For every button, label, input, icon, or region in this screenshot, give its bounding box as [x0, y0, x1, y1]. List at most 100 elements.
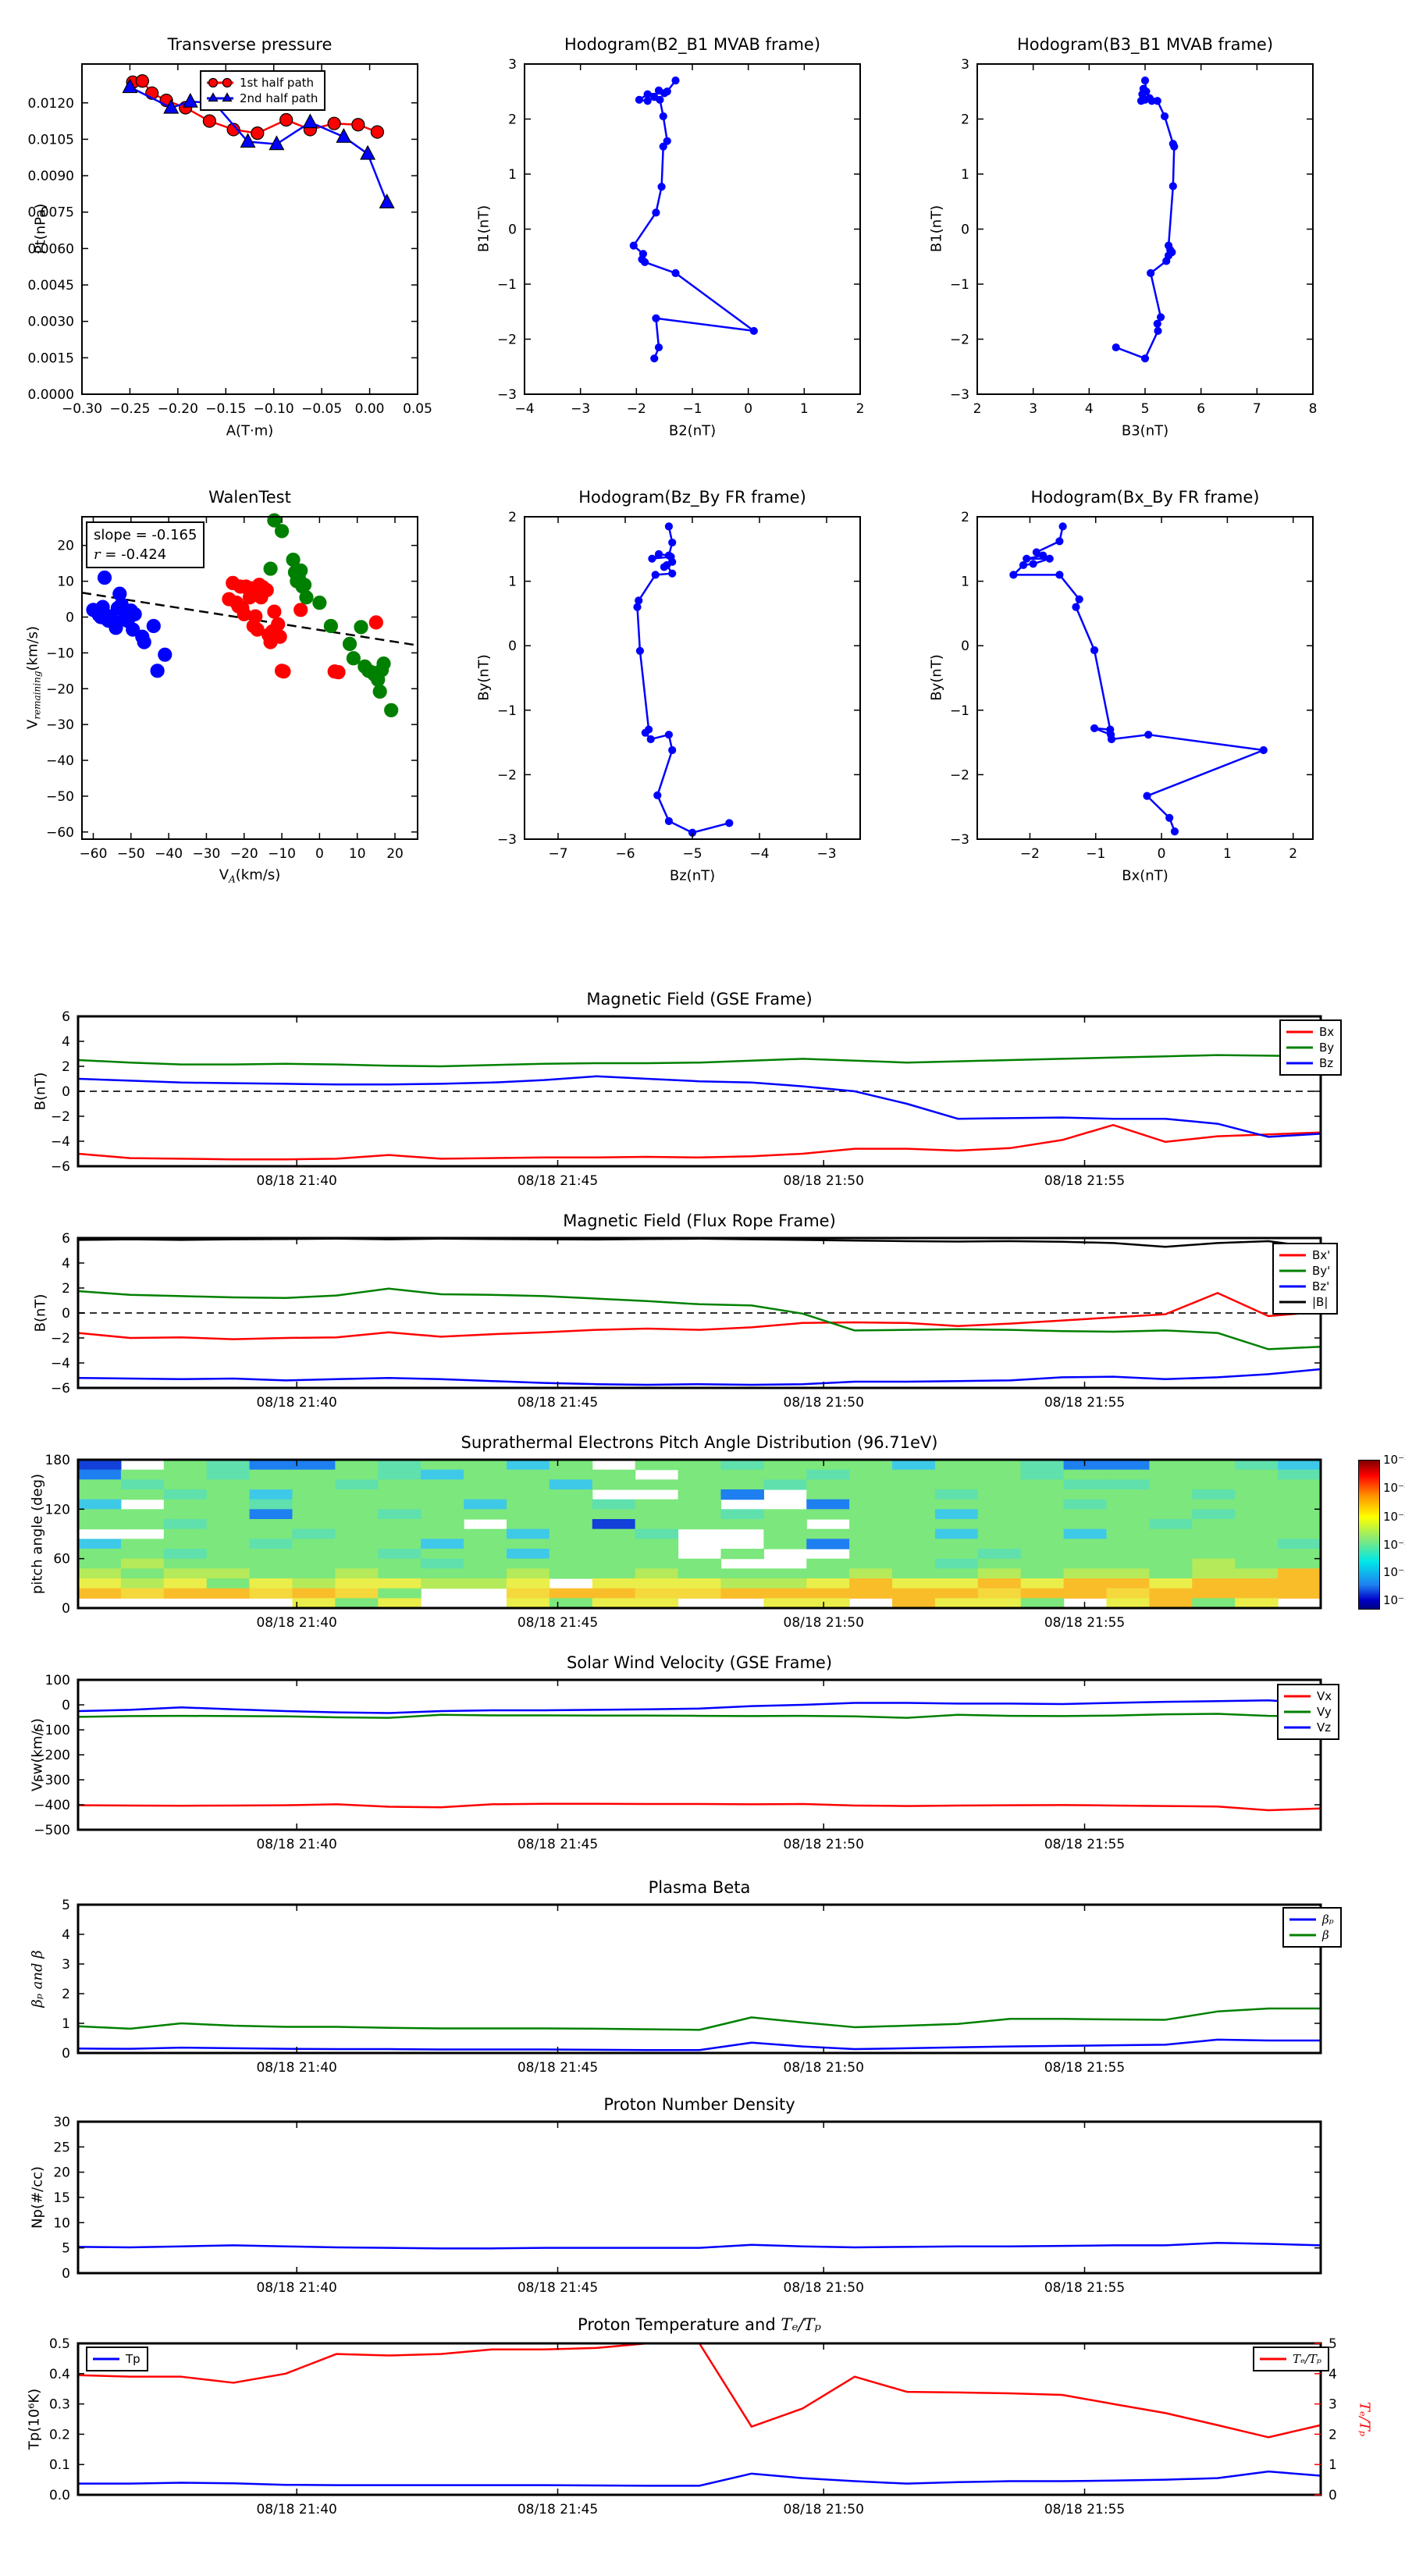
svg-text:08/18 21:40: 08/18 21:40 [256, 2280, 336, 2296]
svg-text:−4: −4 [51, 1134, 70, 1150]
svg-text:1: 1 [961, 575, 969, 590]
svg-text:−50: −50 [117, 846, 145, 862]
svg-text:5: 5 [1329, 2336, 1337, 2352]
y-axis-label-by: By(nT) [475, 654, 493, 701]
svg-text:10: 10 [349, 846, 366, 862]
svg-text:−4: −4 [51, 1356, 70, 1372]
svg-text:08/18 21:45: 08/18 21:45 [518, 2060, 598, 2076]
svg-text:3: 3 [508, 57, 517, 73]
beta-legend: βₚ β [1282, 1907, 1342, 1948]
svg-text:0: 0 [508, 639, 517, 654]
pad-colorbar-labels: 10⁻²⁶10⁻²⁷10⁻²⁸10⁻²⁹10⁻³⁰10⁻³¹ [1383, 1453, 1405, 1607]
svg-text:−1: −1 [1086, 846, 1105, 862]
svg-text:6: 6 [1197, 401, 1205, 417]
svg-text:4: 4 [62, 1034, 70, 1050]
svg-text:4: 4 [62, 1927, 70, 1943]
svg-text:−200: −200 [34, 1748, 70, 1763]
y-axis-label-vremaining: Vremaining(km/s) [25, 626, 43, 729]
svg-text:0.0105: 0.0105 [28, 132, 74, 148]
y-axis-label-bfr: B(nT) [32, 1293, 49, 1332]
svg-text:08/18 21:55: 08/18 21:55 [1044, 1615, 1125, 1631]
svg-text:0: 0 [744, 401, 752, 417]
svg-text:08/18 21:50: 08/18 21:50 [784, 2060, 864, 2076]
svg-text:6: 6 [62, 1009, 70, 1025]
velocity-legend: Vx Vy Vz [1277, 1684, 1340, 1740]
vremaining-units: (km/s) [24, 626, 41, 671]
svg-text:−3: −3 [497, 387, 517, 403]
svg-text:0.0030: 0.0030 [28, 315, 74, 330]
svg-text:0.2: 0.2 [49, 2427, 70, 2443]
svg-text:08/18 21:55: 08/18 21:55 [1044, 2060, 1125, 2076]
svg-text:−0.20: −0.20 [158, 401, 198, 417]
svg-text:−0.10: −0.10 [254, 401, 294, 417]
svg-text:08/18 21:50: 08/18 21:50 [784, 2502, 864, 2517]
hodogram-bzby-plot: −7 −6 −5 −4 −3 −3 −2 −1 0 1 2 [497, 510, 861, 862]
svg-text:−400: −400 [34, 1798, 70, 1813]
svg-text:15: 15 [53, 2190, 70, 2206]
plot-title-hodogram-b2b1: Hodogram(B2_B1 MVAB frame) [564, 35, 821, 54]
svg-text:08/18 21:40: 08/18 21:40 [256, 2060, 336, 2076]
svg-text:0.5: 0.5 [49, 2336, 70, 2352]
svg-text:−3: −3 [816, 846, 836, 862]
tetp-legend: Tₑ/Tₚ [1253, 2347, 1329, 2371]
panel-title-density: Proton Number Density [603, 2095, 795, 2114]
svg-text:0.4: 0.4 [49, 2367, 70, 2382]
svg-text:0: 0 [315, 846, 324, 862]
svg-text:−2: −2 [950, 767, 969, 783]
svg-text:3: 3 [1029, 401, 1037, 417]
svg-text:0.00: 0.00 [355, 401, 385, 417]
svg-text:−40: −40 [46, 753, 74, 769]
svg-text:08/18 21:55: 08/18 21:55 [1044, 1173, 1125, 1189]
svg-text:0.0015: 0.0015 [28, 350, 74, 366]
x-axis-label-a: A(T·m) [226, 422, 274, 439]
svg-text:0: 0 [1329, 2488, 1337, 2503]
svg-text:3: 3 [62, 1957, 70, 1973]
y-axis-label-by-2: By(nT) [928, 654, 945, 701]
svg-text:180: 180 [45, 1453, 70, 1468]
svg-text:08/18 21:45: 08/18 21:45 [518, 1395, 598, 1411]
svg-text:−0.25: −0.25 [109, 401, 150, 417]
magnetic-field-gse-panel: 08/18 21:40 08/18 21:45 08/18 21:50 08/18 2… [51, 1009, 1322, 1189]
y-axis-label-b1-2: B1(nT) [928, 205, 945, 253]
svg-text:7: 7 [1253, 401, 1261, 417]
svg-text:−2: −2 [950, 333, 969, 348]
svg-text:0.0060: 0.0060 [28, 241, 74, 257]
svg-text:−30: −30 [192, 846, 220, 862]
walen-r-value: = -0.424 [100, 546, 167, 563]
svg-text:−20: −20 [46, 681, 74, 697]
svg-text:08/18 21:40: 08/18 21:40 [256, 1173, 336, 1189]
svg-text:−3: −3 [497, 832, 517, 848]
svg-text:0.0: 0.0 [49, 2488, 70, 2503]
svg-text:0: 0 [508, 222, 517, 238]
svg-text:−2: −2 [497, 333, 517, 348]
panel-title-velocity: Solar Wind Velocity (GSE Frame) [566, 1653, 833, 1672]
x-axis-label-b2: B2(nT) [668, 422, 717, 439]
magnetic-field-fr-panel: 08/18 21:40 08/18 21:45 08/18 21:50 08/18 2… [51, 1231, 1322, 1411]
svg-text:08/18 21:50: 08/18 21:50 [784, 2280, 864, 2296]
svg-text:0: 0 [961, 222, 969, 238]
svg-text:08/18 21:40: 08/18 21:40 [256, 1395, 336, 1411]
svg-text:0.05: 0.05 [403, 401, 432, 417]
walen-annotation: slope = -0.165 r = -0.424 [86, 521, 205, 568]
svg-text:10: 10 [57, 575, 74, 590]
pitch-angle-heatmap: 08/18 21:40 08/18 21:45 08/18 21:50 08/18 2… [45, 1453, 1322, 1631]
svg-text:−0.15: −0.15 [205, 401, 246, 417]
svg-text:2: 2 [961, 112, 969, 128]
svg-text:08/18 21:40: 08/18 21:40 [256, 1837, 336, 1852]
hodogram-bxby-plot: −2 −1 0 1 2 −3 −2 −1 0 1 2 [950, 510, 1314, 862]
svg-text:2: 2 [62, 1281, 70, 1297]
svg-text:08/18 21:55: 08/18 21:55 [1044, 2280, 1125, 2296]
svg-text:08/18 21:45: 08/18 21:45 [518, 1173, 598, 1189]
va-units: (km/s) [235, 866, 281, 884]
svg-text:1: 1 [508, 575, 517, 590]
svg-text:2: 2 [973, 401, 982, 417]
svg-text:−3: −3 [950, 387, 969, 403]
svg-text:−1: −1 [950, 277, 969, 293]
svg-text:0: 0 [1158, 846, 1166, 862]
svg-text:−500: −500 [34, 1823, 70, 1838]
va-sub: A [229, 873, 236, 885]
svg-text:−0.30: −0.30 [62, 401, 102, 417]
svg-text:−1: −1 [950, 703, 969, 719]
plot-title-hodogram-bzby: Hodogram(Bz_By FR frame) [578, 488, 806, 507]
walen-r: r = -0.424 [94, 545, 197, 564]
